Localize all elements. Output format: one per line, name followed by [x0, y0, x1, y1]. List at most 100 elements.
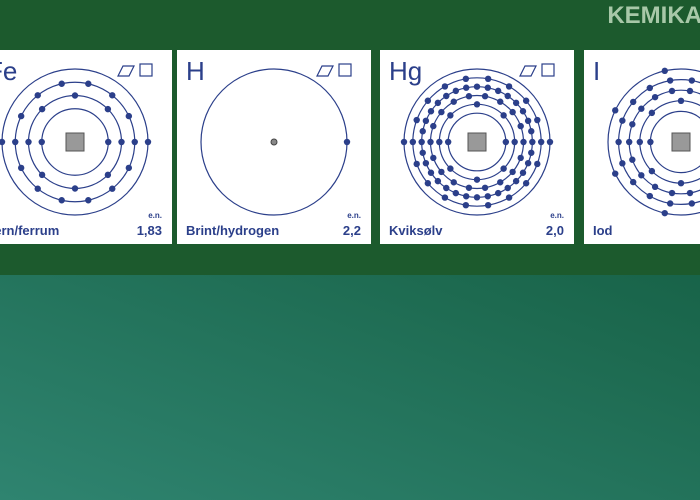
element-name: Brint/hydrogen: [186, 223, 280, 238]
element-symbol: I: [593, 56, 601, 86]
state-icon: [338, 63, 352, 77]
electron: [638, 172, 645, 179]
electron: [529, 138, 536, 146]
electron: [125, 164, 133, 172]
electron: [484, 201, 492, 209]
electron: [677, 180, 685, 187]
electron: [651, 93, 659, 101]
electron: [484, 84, 491, 91]
electron: [430, 154, 437, 162]
nucleus: [671, 132, 691, 152]
electron: [481, 184, 489, 191]
electron: [494, 189, 502, 197]
electron: [463, 193, 470, 200]
element-symbol: Hg: [389, 56, 423, 86]
electron: [668, 87, 676, 95]
electron: [688, 200, 696, 207]
electron: [443, 92, 450, 100]
electron: [500, 165, 507, 172]
element-card: Fe Jern/ferrum e.n. 1,83: [0, 50, 172, 244]
electron: [528, 128, 535, 135]
electron: [629, 121, 636, 128]
element-name: Jern/ferrum: [0, 223, 60, 238]
electron: [430, 122, 437, 130]
electron: [661, 209, 668, 217]
electron: [688, 77, 696, 84]
electron: [509, 168, 516, 176]
electron: [502, 138, 510, 146]
electron: [647, 138, 654, 146]
electronegativity: 2,2: [342, 223, 361, 238]
electron: [34, 185, 41, 192]
electron: [104, 171, 112, 179]
electron: [438, 168, 445, 176]
electron: [615, 138, 622, 146]
electron: [38, 138, 45, 146]
electron: [422, 117, 430, 125]
electron: [34, 92, 41, 99]
atom-diagram: [400, 63, 555, 216]
electron: [497, 179, 504, 186]
en-label: e.n.: [347, 211, 361, 220]
electron: [505, 194, 513, 201]
electron: [473, 101, 481, 108]
electron: [666, 77, 674, 84]
electron: [651, 183, 659, 191]
electron: [646, 192, 653, 200]
electron: [25, 138, 32, 146]
electron: [638, 105, 645, 112]
electron: [109, 92, 116, 99]
shell: [607, 68, 700, 216]
electron: [422, 159, 430, 167]
electron: [447, 112, 454, 119]
electron: [646, 84, 653, 92]
element-symbol: H: [186, 56, 205, 86]
electron: [512, 99, 520, 107]
electron: [409, 138, 417, 146]
electron: [58, 80, 65, 87]
electron: [438, 108, 445, 116]
electron: [500, 112, 507, 119]
electron: [619, 160, 626, 167]
electron: [85, 80, 92, 87]
electron: [522, 97, 530, 104]
electron: [497, 98, 504, 105]
electron: [419, 128, 426, 135]
state-icon: [139, 63, 153, 77]
electron: [104, 105, 112, 113]
electron: [524, 117, 532, 125]
electron: [686, 189, 694, 197]
atom-diagram: [607, 67, 700, 217]
electron: [12, 138, 19, 146]
electron: [505, 83, 513, 90]
electron: [517, 154, 524, 162]
electron: [481, 93, 489, 100]
electron: [400, 138, 408, 146]
electron: [71, 92, 79, 99]
electron: [473, 83, 481, 90]
electron: [519, 169, 527, 176]
electron: [629, 98, 637, 106]
electron: [494, 87, 502, 95]
electron: [436, 138, 443, 146]
electron: [0, 138, 6, 146]
state-icon: [117, 65, 135, 77]
electron: [434, 99, 442, 107]
element-card: H Brint/hydrogen e.n. 2,2: [177, 50, 371, 244]
en-label: e.n.: [148, 211, 162, 220]
electron: [484, 75, 492, 83]
electron: [636, 138, 643, 146]
electron: [465, 93, 473, 100]
electron: [105, 138, 112, 146]
electron: [58, 197, 65, 204]
electron: [666, 200, 674, 207]
electron: [612, 107, 619, 114]
electron: [17, 164, 25, 172]
electron: [473, 176, 481, 183]
electron: [109, 185, 116, 192]
electron: [626, 138, 633, 146]
electron: [661, 67, 668, 75]
electron: [534, 160, 541, 168]
electron: [418, 138, 425, 146]
